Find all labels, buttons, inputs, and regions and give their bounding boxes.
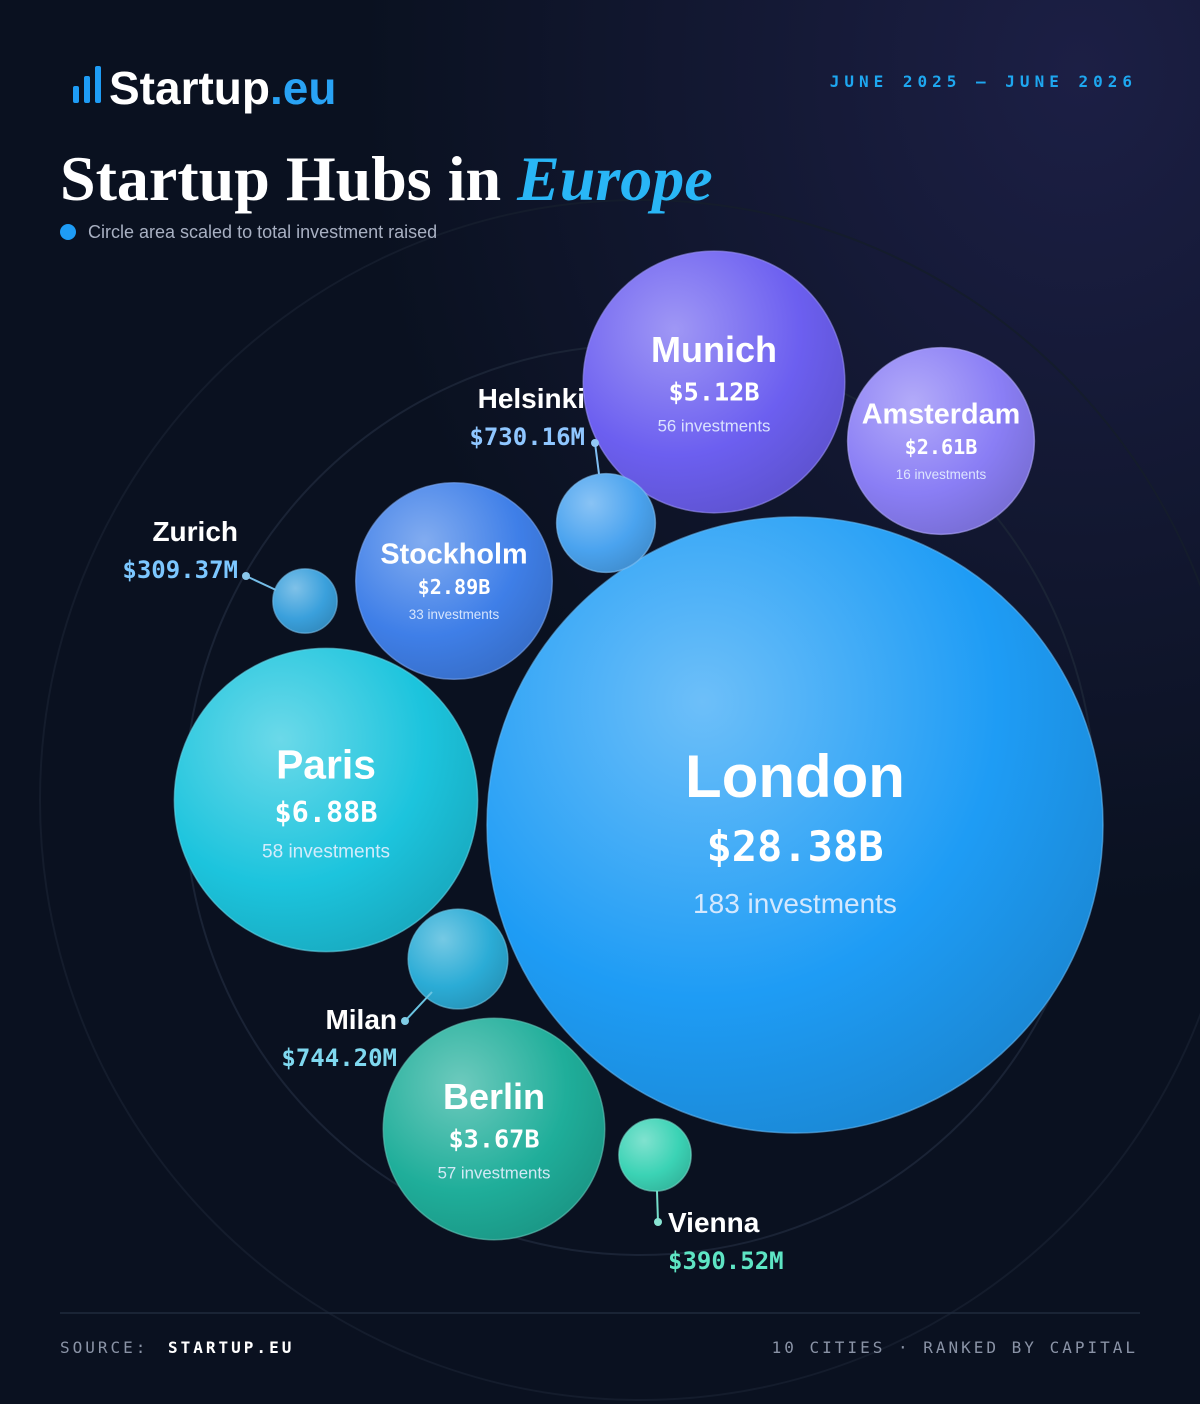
- city-label: Helsinki: [478, 383, 585, 414]
- value-label: $2.61B: [905, 435, 978, 459]
- city-label: Amsterdam: [862, 398, 1020, 430]
- leader-line: [245, 575, 277, 591]
- bubbles: London $28.38B 183 investments Paris $6.88B 5…: [122, 250, 1104, 1275]
- city-label: Paris: [276, 741, 376, 787]
- bubble: [486, 516, 1104, 1134]
- note: Circle area scaled to total investment r…: [88, 222, 437, 242]
- leader-line: [656, 1190, 659, 1223]
- bubble: [382, 1017, 606, 1241]
- bubble: [354, 481, 554, 681]
- value-label: $3.67B: [449, 1124, 540, 1153]
- leader-line: [404, 991, 433, 1022]
- city-label: Berlin: [443, 1076, 545, 1117]
- city-label: Vienna: [668, 1207, 760, 1238]
- brand-name: Startup: [109, 62, 270, 114]
- city-label: Zurich: [152, 516, 238, 547]
- title-main: Startup Hubs in: [60, 143, 501, 214]
- title: Startup Hubs in Europe: [60, 143, 713, 214]
- bubble: [582, 250, 846, 514]
- bubble: [407, 908, 509, 1010]
- value-label: $5.12B: [669, 377, 760, 406]
- source-label: SOURCE:: [60, 1338, 148, 1357]
- investment-label: 183 investments: [693, 888, 897, 919]
- value-label: $28.38B: [706, 822, 883, 871]
- bubble: [272, 568, 338, 634]
- bubble: [555, 472, 657, 574]
- bubble: [846, 346, 1036, 536]
- leader-dot: [654, 1218, 662, 1226]
- investment-label: 33 investments: [409, 607, 500, 622]
- title-emphasis: Europe: [516, 143, 713, 214]
- note-dot: [60, 224, 76, 240]
- summary: 10 CITIES · RANKED BY CAPITAL: [772, 1338, 1138, 1357]
- investment-label: 57 investments: [438, 1164, 551, 1183]
- brand: Startup.eu: [109, 62, 336, 114]
- value-label: $309.37M: [122, 556, 238, 584]
- bubble: [618, 1118, 692, 1192]
- investment-label: 56 investments: [658, 417, 771, 436]
- leader-dot: [591, 439, 599, 447]
- value-label: $390.52M: [668, 1247, 784, 1275]
- leader-line: [594, 442, 600, 475]
- leader-dot: [242, 572, 250, 580]
- city-label: Stockholm: [380, 538, 527, 570]
- value-label: $730.16M: [469, 423, 585, 451]
- city-label: Milan: [325, 1004, 397, 1035]
- investment-label: 58 investments: [262, 841, 390, 862]
- city-label: Munich: [651, 329, 777, 370]
- period: JUNE 2025 — JUNE 2026: [830, 72, 1137, 91]
- city-label: London: [685, 743, 905, 810]
- bubble: [173, 647, 479, 953]
- logo: Startup.eu: [73, 62, 336, 114]
- brand-suffix: .eu: [270, 62, 336, 114]
- source: STARTUP.EU: [168, 1338, 294, 1357]
- investment-label: 16 investments: [896, 467, 987, 482]
- leader-dot: [401, 1017, 409, 1025]
- value-label: $6.88B: [274, 795, 377, 829]
- value-label: $2.89B: [418, 575, 491, 599]
- value-label: $744.20M: [281, 1044, 397, 1072]
